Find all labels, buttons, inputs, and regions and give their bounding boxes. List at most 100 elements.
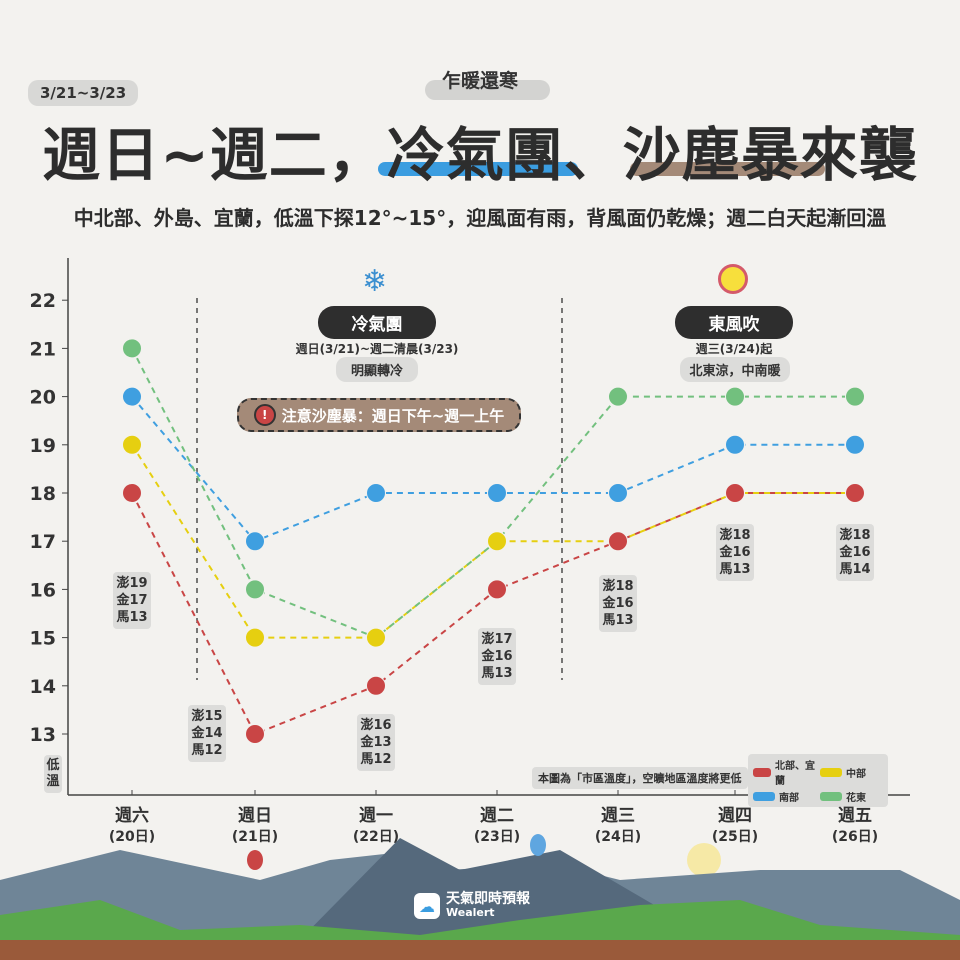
legend-label: 南部 bbox=[779, 793, 799, 804]
data-point bbox=[366, 627, 386, 648]
y-tick-label: 15 bbox=[30, 628, 56, 650]
island-temps: 澎19 金17 馬13 bbox=[113, 572, 151, 629]
island-temps: 澎18 金16 馬14 bbox=[836, 524, 874, 581]
cold-air-note: 明顯轉冷 bbox=[336, 357, 418, 382]
dust-alert: ! 注意沙塵暴：週日下午~週一上午 bbox=[237, 398, 521, 432]
day-label: 週六 bbox=[115, 806, 149, 826]
data-point bbox=[245, 724, 265, 744]
east-wind-label: 東風吹 bbox=[675, 306, 793, 339]
x-tick-label: 週一 (22日) bbox=[336, 801, 416, 846]
date-label: (26日) bbox=[831, 829, 879, 845]
legend: 北部、宜蘭 中部 南部 花東 bbox=[748, 754, 888, 807]
data-point bbox=[845, 483, 865, 503]
date-label: (25日) bbox=[711, 829, 759, 845]
island-temp: 澎18 bbox=[839, 528, 871, 543]
island-temp: 金16 bbox=[719, 545, 751, 560]
island-temps: 澎16 金13 馬12 bbox=[357, 714, 395, 771]
mountain-scenery bbox=[0, 834, 960, 960]
footnote: 本圖為「市區溫度」，空曠地區溫度將更低 bbox=[532, 767, 748, 789]
island-temp: 金16 bbox=[602, 596, 634, 611]
legend-label: 花東 bbox=[846, 793, 866, 804]
legend-item: 北部、宜蘭 bbox=[753, 757, 816, 787]
date-range-badge: 3/21~3/23 bbox=[28, 80, 139, 106]
island-temp: 澎17 bbox=[481, 632, 513, 647]
dust-highlight bbox=[630, 162, 825, 176]
island-temp: 馬13 bbox=[719, 562, 751, 577]
legend-item: 花東 bbox=[820, 789, 883, 804]
kicker-text: 乍暖還寒 bbox=[441, 70, 518, 92]
ground bbox=[0, 940, 960, 960]
balloon-blue bbox=[530, 834, 546, 856]
island-temps: 澎18 金16 馬13 bbox=[716, 524, 754, 581]
y-tick-label: 14 bbox=[30, 676, 56, 698]
x-tick-label: 週三 (24日) bbox=[578, 801, 658, 846]
island-temp: 馬13 bbox=[602, 613, 634, 628]
legend-swatch bbox=[820, 792, 842, 801]
page-title: 週日~週二，冷氣團、沙塵暴來襲 bbox=[42, 121, 918, 189]
sun-decoration bbox=[687, 843, 721, 877]
cold-air-period: 週日(3/21)~週二清晨(3/23) bbox=[295, 342, 459, 356]
island-temp: 馬13 bbox=[116, 610, 148, 625]
x-tick-label: 週五 (26日) bbox=[815, 801, 895, 846]
legend-item: 南部 bbox=[753, 789, 816, 804]
data-point bbox=[725, 483, 745, 503]
island-temp: 馬14 bbox=[839, 562, 871, 577]
sun-icon bbox=[718, 264, 748, 294]
brand-name: 天氣即時預報 bbox=[446, 891, 530, 907]
data-point bbox=[845, 386, 865, 407]
data-point bbox=[245, 579, 265, 600]
y-tick-label: 20 bbox=[30, 387, 56, 409]
legend-swatch bbox=[753, 767, 772, 777]
y-tick-label: 17 bbox=[30, 531, 56, 553]
date-label: (23日) bbox=[473, 829, 521, 845]
warning-icon: ! bbox=[253, 404, 276, 426]
island-temp: 馬12 bbox=[360, 752, 392, 767]
x-tick-label: 週六 (20日) bbox=[92, 801, 172, 846]
data-point bbox=[487, 483, 507, 503]
kicker-highlight bbox=[425, 80, 550, 100]
island-temps: 澎17 金16 馬13 bbox=[478, 628, 516, 685]
legend-swatch bbox=[820, 767, 842, 777]
date-label: (22日) bbox=[352, 829, 400, 845]
island-temp: 金17 bbox=[116, 593, 148, 608]
day-label: 週四 bbox=[718, 806, 752, 826]
date-label: (21日) bbox=[231, 829, 279, 845]
island-temp: 馬12 bbox=[191, 743, 223, 758]
y-axis-label: 低溫 bbox=[44, 755, 62, 793]
legend-swatch bbox=[753, 792, 775, 801]
data-point bbox=[608, 483, 628, 503]
y-tick-label: 22 bbox=[30, 290, 56, 312]
date-label: (20日) bbox=[108, 829, 156, 845]
dust-alert-text: 注意沙塵暴：週日下午~週一上午 bbox=[281, 406, 505, 425]
day-label: 週二 bbox=[480, 806, 514, 826]
island-temp: 澎18 bbox=[719, 528, 751, 543]
brand-sub: Wealert bbox=[446, 906, 495, 919]
island-temps: 澎18 金16 馬13 bbox=[599, 575, 637, 632]
island-temp: 金16 bbox=[839, 545, 871, 560]
x-tick-label: 週四 (25日) bbox=[695, 801, 775, 846]
east-wind-note: 北東涼，中南暖 bbox=[680, 357, 790, 382]
data-point bbox=[725, 434, 745, 455]
cold-air-label: 冷氣團 bbox=[318, 306, 436, 339]
y-tick-label: 18 bbox=[30, 483, 56, 505]
data-point bbox=[366, 483, 386, 503]
x-tick-label: 週二 (23日) bbox=[457, 801, 537, 846]
balloon-red bbox=[247, 850, 263, 870]
data-point bbox=[366, 675, 386, 696]
data-point bbox=[608, 531, 628, 552]
day-label: 週一 bbox=[359, 806, 393, 826]
island-temp: 澎16 bbox=[360, 718, 392, 733]
data-point bbox=[245, 627, 265, 648]
island-temp: 金14 bbox=[191, 726, 223, 741]
island-temp: 金16 bbox=[481, 649, 513, 664]
subtitle: 中北部、外島、宜蘭，低溫下探12°~15°，迎風面有雨，背風面仍乾燥；週二白天起… bbox=[73, 206, 887, 230]
island-temp: 澎15 bbox=[191, 709, 223, 724]
data-point bbox=[487, 531, 507, 552]
data-point bbox=[845, 434, 865, 455]
island-temps: 澎15 金14 馬12 bbox=[188, 705, 226, 762]
data-point bbox=[245, 531, 265, 552]
data-point bbox=[608, 386, 628, 407]
cold-highlight bbox=[378, 162, 578, 176]
y-tick-label: 13 bbox=[30, 724, 56, 746]
